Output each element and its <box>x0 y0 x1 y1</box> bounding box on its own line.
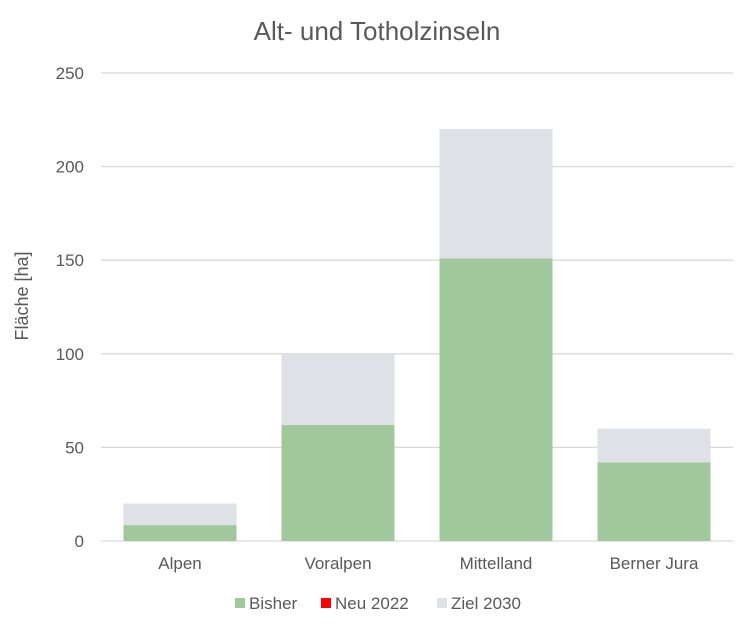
x-tick-label: Alpen <box>158 554 201 573</box>
y-tick-label: 250 <box>56 64 84 83</box>
legend-swatch <box>437 598 447 608</box>
bar-bisher <box>597 462 711 541</box>
bar-bisher <box>123 525 237 541</box>
legend-swatch <box>321 598 331 608</box>
legend-label: Ziel 2030 <box>451 594 521 613</box>
y-axis-label: Fläche [ha] <box>12 251 32 340</box>
x-tick-label: Voralpen <box>304 554 371 573</box>
bar-ziel-2030 <box>123 503 237 526</box>
x-tick-labels: Alpen Voralpen Mittelland Berner Jura <box>158 554 699 573</box>
x-tick-label: Berner Jura <box>610 554 699 573</box>
bar-ziel-2030 <box>597 428 711 463</box>
bar-ziel-2030 <box>439 129 553 259</box>
legend: Bisher Neu 2022 Ziel 2030 <box>235 594 521 613</box>
y-tick-label: 200 <box>56 158 84 177</box>
legend-label: Bisher <box>249 594 298 613</box>
bars <box>123 129 711 541</box>
bar-bisher <box>281 424 395 541</box>
y-tick-label: 0 <box>75 532 84 551</box>
bar-bisher <box>439 258 553 541</box>
y-tick-labels: 0 50 100 150 200 250 <box>56 64 84 551</box>
y-tick-label: 50 <box>65 438 84 457</box>
x-tick-label: Mittelland <box>460 554 533 573</box>
y-tick-label: 100 <box>56 345 84 364</box>
y-tick-label: 150 <box>56 251 84 270</box>
legend-label: Neu 2022 <box>335 594 409 613</box>
bar-ziel-2030 <box>281 353 395 425</box>
legend-swatch <box>235 598 245 608</box>
chart-title: Alt- und Totholzinseln <box>254 16 501 46</box>
